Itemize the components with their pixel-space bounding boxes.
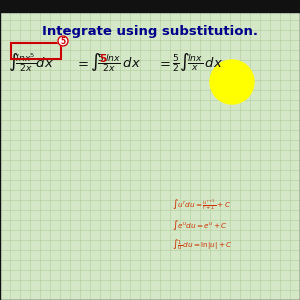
- Text: $\int\!\frac{lnx^5}{2x}dx$: $\int\!\frac{lnx^5}{2x}dx$: [8, 52, 54, 74]
- Text: 5: 5: [99, 54, 106, 64]
- Circle shape: [58, 36, 68, 46]
- Text: 5: 5: [60, 37, 66, 46]
- Text: $\int\!\frac{5\,lnx}{2x}\,dx$: $\int\!\frac{5\,lnx}{2x}\,dx$: [90, 52, 141, 74]
- Text: $\int \frac{1}{u}\,du = \ln|u|+C$: $\int \frac{1}{u}\,du = \ln|u|+C$: [172, 238, 233, 252]
- Text: Integrate using substitution.: Integrate using substitution.: [42, 26, 258, 38]
- Text: $=$: $=$: [157, 56, 171, 70]
- Text: $\int u^r du = \frac{u^{r+1}}{r+1}+C$: $\int u^r du = \frac{u^{r+1}}{r+1}+C$: [172, 198, 231, 212]
- Bar: [0, 0, 300, 12]
- Text: $=$: $=$: [75, 56, 89, 70]
- Text: $\frac{5}{2}\int\!\frac{lnx}{x}\,dx$: $\frac{5}{2}\int\!\frac{lnx}{x}\,dx$: [172, 52, 223, 74]
- Text: $\int e^u du = e^u+C$: $\int e^u du = e^u+C$: [172, 218, 228, 232]
- Circle shape: [210, 60, 254, 104]
